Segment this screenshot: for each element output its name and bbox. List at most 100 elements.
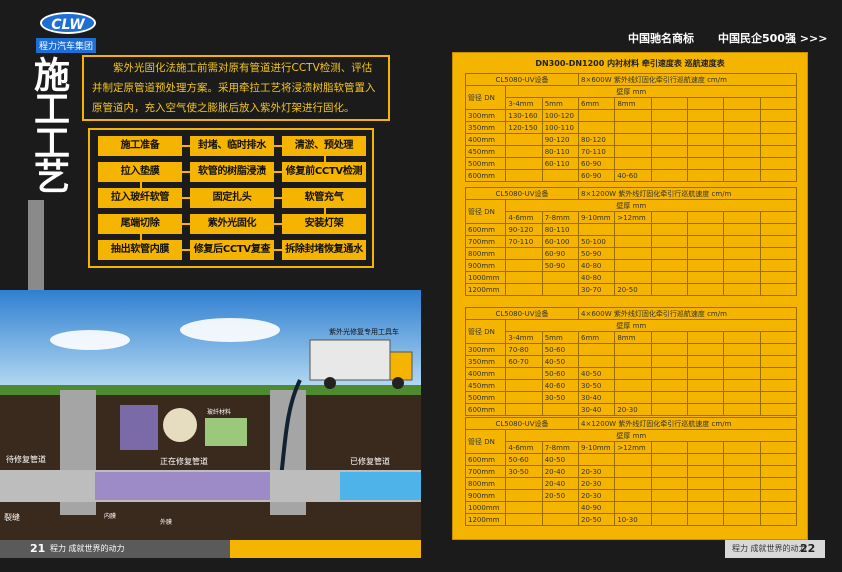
table-row: 1000mm 40-90	[464, 501, 798, 514]
cell	[614, 501, 652, 514]
connector	[182, 223, 190, 225]
table-row: 600mm 30-40 20-30	[464, 403, 798, 416]
table-row: 400mm 90-120 80-120	[464, 133, 798, 146]
cell	[686, 283, 725, 296]
row-label: 300mm	[464, 343, 507, 356]
column-header	[686, 331, 725, 344]
column-header: 6mm	[578, 97, 616, 110]
cell	[541, 271, 580, 284]
logo: CLW	[40, 12, 96, 34]
row-label: 300mm	[464, 109, 507, 122]
cell	[686, 133, 725, 146]
cell	[759, 223, 798, 236]
table-row: 1200mm 30-70 20-50	[464, 283, 798, 296]
cell: 20-50	[578, 513, 616, 526]
cell	[650, 501, 689, 514]
cell	[541, 169, 580, 182]
flow-step: 尾端切除	[98, 214, 182, 234]
row-label: 350mm	[464, 121, 507, 134]
cell	[505, 367, 543, 380]
table-row: 1200mm 20-50 10-30	[464, 513, 798, 526]
label: 紫外光修复专用工具车	[329, 327, 399, 336]
cell	[723, 223, 761, 236]
row-label: 600mm	[464, 169, 507, 182]
cell	[650, 121, 689, 134]
cell: 80-110	[541, 223, 580, 236]
cell	[686, 271, 725, 284]
cell	[650, 271, 689, 284]
page-number: 21	[30, 542, 46, 555]
flow-step: 封堵、临时排水	[190, 136, 274, 156]
cell	[723, 379, 761, 392]
table-row: 管径 DN 壁厚 mm	[464, 199, 797, 224]
flow-step: 抽出软管内膜	[98, 240, 182, 260]
photo	[205, 418, 247, 446]
cell	[505, 489, 543, 502]
flow-step: 软管的树脂浸渍	[190, 162, 274, 182]
cell	[505, 501, 543, 514]
column-header: 3-4mm	[505, 331, 543, 344]
column-header	[723, 331, 761, 344]
cell	[723, 477, 761, 490]
flow-step: 拆除封堵恢复通水	[282, 240, 366, 260]
cell	[614, 133, 652, 146]
column-header: 5mm	[541, 97, 580, 110]
cell	[650, 283, 689, 296]
cell	[614, 157, 652, 170]
cell	[578, 343, 616, 356]
cell	[759, 355, 798, 368]
truck-cab	[389, 351, 413, 381]
table-row: 500mm 30-50 30-40	[464, 391, 798, 404]
cell: 50-100	[578, 235, 616, 248]
cell	[650, 477, 689, 490]
cell	[505, 247, 543, 260]
row-label: 600mm	[464, 223, 507, 236]
row-label: 1200mm	[464, 283, 507, 296]
cell: 40-80	[578, 259, 616, 272]
cell	[723, 367, 761, 380]
cell: 20-30	[614, 403, 652, 416]
cell	[650, 513, 689, 526]
process-flow: 施工准备 封堵、临时排水 清淤、预处理 拉入垫膜 软管的树脂浸渍 修复前CCTV检测 拉入玻…	[88, 128, 374, 268]
cell: 90-120	[541, 133, 580, 146]
table-row: 600mm 90-120 80-110	[464, 223, 798, 236]
column-header	[650, 211, 689, 224]
footer-accent	[230, 540, 421, 558]
slogan: 程力 成就世界的动力	[50, 544, 125, 553]
cell	[723, 391, 761, 404]
cell	[759, 271, 798, 284]
cell	[759, 403, 798, 416]
cell	[723, 465, 761, 478]
cell	[505, 391, 543, 404]
cell	[723, 247, 761, 260]
label: 已修复管道	[350, 456, 390, 466]
cell	[614, 343, 652, 356]
table-row: 管径 DN 壁厚 mm	[464, 85, 797, 110]
table-row: 900mm 20-50 20-30	[464, 489, 798, 502]
equipment: CL5080-UV设备	[464, 307, 580, 320]
column-header	[723, 441, 761, 454]
column-header: 4-6mm	[505, 441, 543, 454]
connector	[140, 234, 142, 240]
column-header	[686, 211, 725, 224]
cell	[505, 271, 543, 284]
cell: 50-60	[505, 453, 543, 466]
column-group: 壁厚 mm	[505, 199, 797, 212]
cell: 60-110	[541, 157, 580, 170]
cell	[650, 145, 689, 158]
table-row: 1000mm 40-80	[464, 271, 798, 284]
cell	[614, 465, 652, 478]
cell	[723, 343, 761, 356]
cell	[541, 403, 580, 416]
row-label: 600mm	[464, 453, 507, 466]
table-row: CL5080-UV设备 4×1200W 紫外线灯固化牵引行巡航速度 cm/m	[464, 417, 797, 430]
table-row: 4-6mm 7-8mm 9-10mm >12mm	[466, 441, 798, 454]
label: 内膜	[104, 512, 116, 520]
cell	[686, 343, 725, 356]
cell	[614, 453, 652, 466]
cell	[650, 169, 689, 182]
cell	[759, 453, 798, 466]
cell: 70-80	[505, 343, 543, 356]
cell	[686, 453, 725, 466]
cell: 50-60	[541, 343, 580, 356]
